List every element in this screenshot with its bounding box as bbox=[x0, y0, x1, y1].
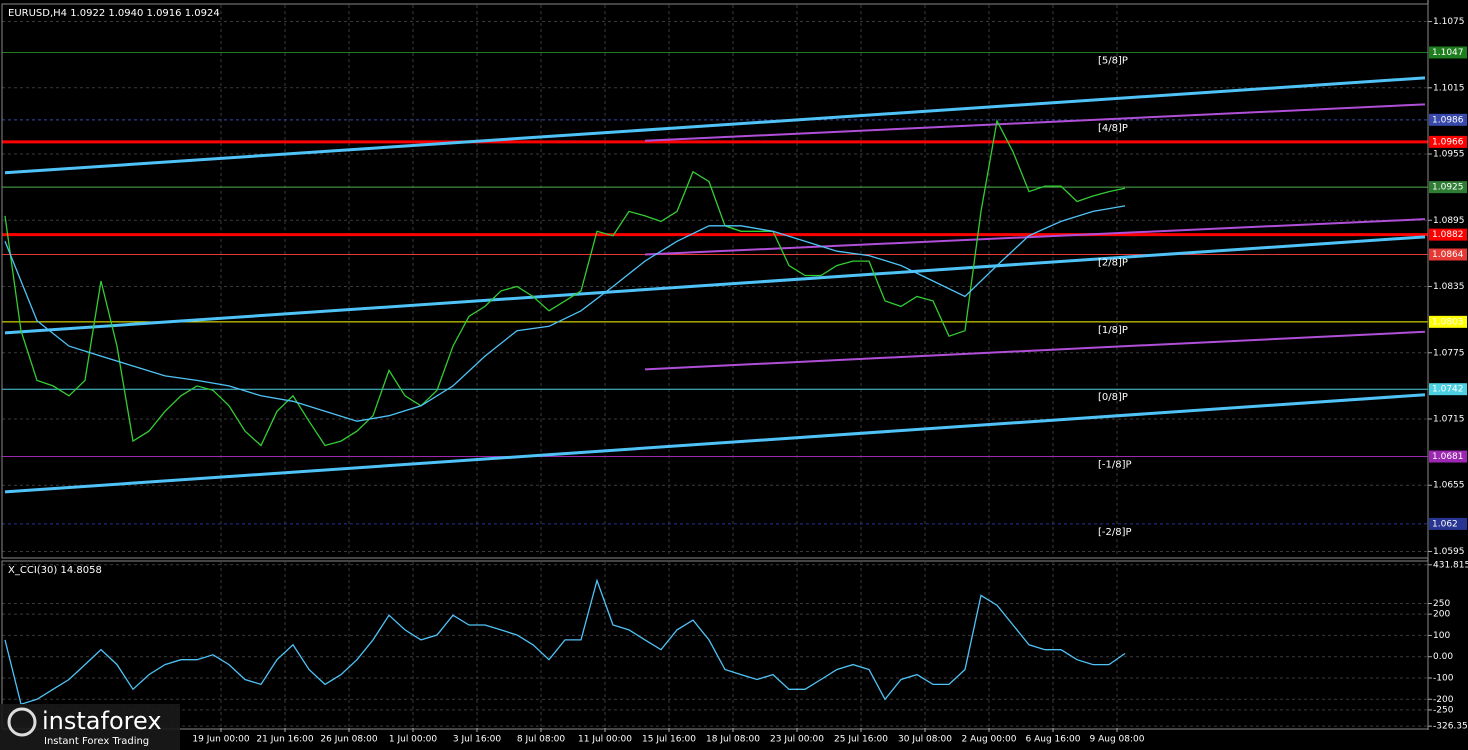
price-tag-label: 1.0864 bbox=[1432, 250, 1464, 260]
x-tick-label: 6 Aug 16:00 bbox=[1026, 735, 1081, 745]
price-line bbox=[4, 578, 1126, 706]
price-tag-label: 1.0882 bbox=[1432, 230, 1464, 240]
price-tag-label: 1.0742 bbox=[1432, 385, 1464, 395]
channel-line bbox=[4, 235, 1426, 335]
y-tick-label: 431.8158 bbox=[1433, 560, 1468, 570]
x-tick-label: 25 Jul 16:00 bbox=[834, 735, 888, 745]
watermark-icon bbox=[7, 707, 37, 737]
panel-title: EURUSD,H4 1.0922 1.0940 1.0916 1.0924 bbox=[8, 8, 220, 19]
grid-layer bbox=[2, 5, 1428, 728]
level-label: [0/8]P bbox=[1098, 392, 1128, 403]
x-tick-label: 2 Aug 00:00 bbox=[962, 735, 1017, 745]
x-tick-label: 1 Jul 00:00 bbox=[389, 735, 438, 745]
price-tag-label: 1.1047 bbox=[1432, 48, 1464, 58]
label-layer: EURUSD,H4 1.0922 1.0940 1.0916 1.0924 1.1… bbox=[8, 8, 1468, 745]
channel-line bbox=[644, 218, 1426, 256]
price-tag bbox=[1429, 181, 1467, 194]
channel-line bbox=[644, 330, 1426, 371]
y-tick-label: 1.0715 bbox=[1433, 415, 1465, 425]
watermark-name: instaforex bbox=[42, 707, 162, 735]
y-tick-label: 0.00 bbox=[1433, 652, 1453, 662]
panel-title: X_CCI(30) 14.8058 bbox=[8, 565, 102, 576]
price-tag-label: 1.0681 bbox=[1432, 452, 1464, 462]
y-tick-label: 1.0955 bbox=[1433, 150, 1465, 160]
price-tag bbox=[1429, 228, 1467, 241]
x-tick-label: 26 Jun 08:00 bbox=[320, 735, 377, 745]
x-tick-label: 8 Jul 08:00 bbox=[517, 735, 566, 745]
y-tick-label: 1.0655 bbox=[1433, 481, 1465, 491]
watermark-tagline: Instant Forex Trading bbox=[44, 736, 149, 747]
x-tick-label: 18 Jul 08:00 bbox=[706, 735, 760, 745]
plot-layer bbox=[2, 51, 1428, 706]
price-tag bbox=[1429, 383, 1467, 396]
panel-border bbox=[1, 3, 1429, 559]
price-tag-label: 1.0803 bbox=[1432, 317, 1464, 327]
price-line bbox=[4, 205, 1126, 422]
price-line bbox=[4, 118, 1126, 447]
x-tick-label: 11 Jul 00:00 bbox=[578, 735, 632, 745]
price-tag bbox=[1429, 315, 1467, 328]
y-tick-label: -326.3598 bbox=[1433, 722, 1468, 732]
y-tick-label: -100 bbox=[1433, 673, 1454, 683]
price-tag-label: 1.0986 bbox=[1432, 115, 1464, 125]
x-tick-label: 21 Jun 16:00 bbox=[256, 735, 313, 745]
y-tick-label: 1.1075 bbox=[1433, 17, 1465, 27]
y-tick-label: -250 bbox=[1433, 705, 1454, 715]
y-tick-label: 1.0895 bbox=[1433, 216, 1465, 226]
y-tick-label: 1.0775 bbox=[1433, 348, 1465, 358]
y-tick-label: 1.1015 bbox=[1433, 83, 1465, 93]
price-tag-label: 1.062 bbox=[1432, 519, 1458, 529]
level-label: [2/8]P bbox=[1098, 258, 1128, 269]
y-tick-label: 1.0595 bbox=[1433, 547, 1465, 557]
x-tick-label: 15 Jul 16:00 bbox=[642, 735, 696, 745]
price-tag bbox=[1429, 517, 1467, 530]
price-tag-label: 1.0925 bbox=[1432, 183, 1464, 193]
x-tick-label: 3 Jul 16:00 bbox=[453, 735, 502, 745]
level-label: [4/8]P bbox=[1098, 123, 1128, 134]
level-label: [1/8]P bbox=[1098, 325, 1128, 336]
price-tag bbox=[1429, 248, 1467, 261]
channel-line bbox=[4, 76, 1426, 175]
price-tag bbox=[1429, 46, 1467, 59]
level-label: [-2/8]P bbox=[1098, 527, 1132, 538]
panel-border bbox=[1, 560, 1429, 730]
y-tick-label: 250 bbox=[1433, 599, 1450, 609]
price-tag bbox=[1429, 113, 1467, 126]
level-label: [5/8]P bbox=[1098, 55, 1128, 66]
channel-line bbox=[4, 393, 1426, 494]
x-tick-label: 19 Jun 00:00 bbox=[192, 735, 249, 745]
price-tag-label: 1.0966 bbox=[1432, 137, 1464, 147]
x-tick-label: 23 Jul 00:00 bbox=[770, 735, 824, 745]
watermark: instaforex Instant Forex Trading bbox=[0, 704, 180, 750]
channel-line bbox=[644, 103, 1426, 142]
y-tick-label: -200 bbox=[1433, 695, 1454, 705]
x-tick-label: 9 Aug 08:00 bbox=[1090, 735, 1145, 745]
x-tick-label: 30 Jul 08:00 bbox=[898, 735, 952, 745]
y-tick-label: 1.0835 bbox=[1433, 282, 1465, 292]
y-tick-label: 100 bbox=[1433, 631, 1450, 641]
y-tick-label: 200 bbox=[1433, 610, 1450, 620]
price-tag bbox=[1429, 450, 1467, 463]
price-tag bbox=[1429, 135, 1467, 148]
level-label: [-1/8]P bbox=[1098, 460, 1132, 471]
